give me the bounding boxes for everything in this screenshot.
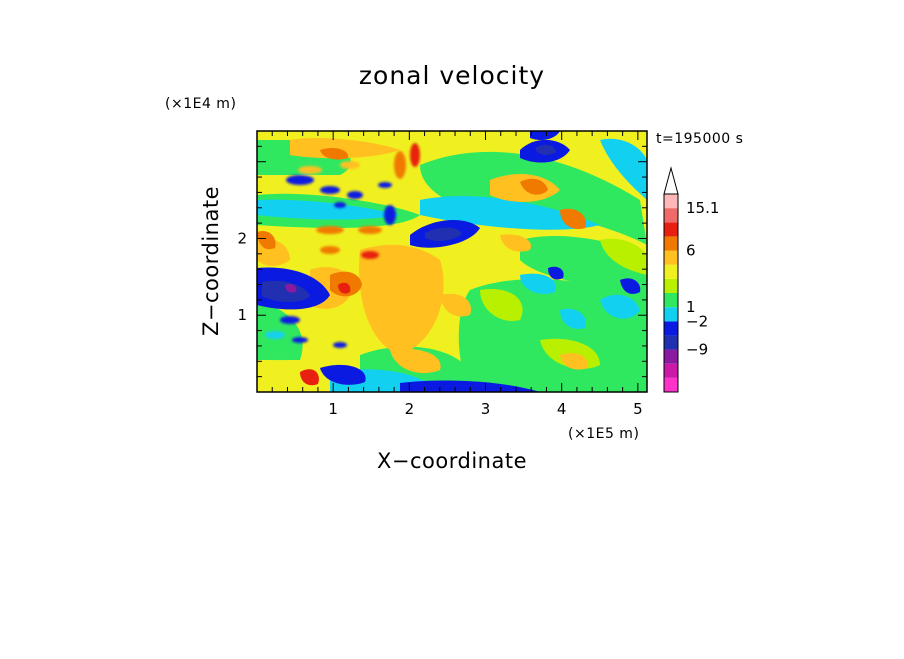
heatmap-field [257, 131, 647, 392]
colorbar-swatch [664, 307, 678, 322]
x-axis-title: X−coordinate [377, 449, 527, 473]
colorbar-label: 6 [686, 242, 696, 260]
colorbar-swatch [664, 363, 678, 378]
chart-title: zonal velocity [359, 61, 545, 90]
colorbar-swatch [664, 321, 678, 336]
colorbar-swatch [664, 335, 678, 350]
x-tick-label: 1 [328, 400, 338, 418]
y-axis-title: Z−coordinate [199, 186, 223, 336]
colorbar [663, 166, 679, 393]
colorbar-label: 1 [686, 298, 696, 316]
colorbar-label: 15.1 [686, 199, 719, 217]
x-scale-label: (×1E5 m) [568, 426, 639, 442]
colorbar-swatch [664, 236, 678, 251]
colorbar-label: −2 [686, 312, 708, 330]
wave-stripes [265, 143, 420, 359]
x-tick-label: 2 [405, 400, 415, 418]
plot-frame [256, 130, 648, 393]
colorbar-swatch [664, 250, 678, 265]
colorbar-swatch [664, 349, 678, 364]
x-axis-ticks: 1 2 3 4 5 [271, 131, 643, 418]
colorbar-swatch [664, 194, 678, 209]
colorbar-swatch [664, 278, 678, 293]
contour-blobs [257, 131, 647, 392]
x-tick-label: 5 [633, 400, 643, 418]
colorbar-swatch [664, 293, 678, 308]
colorbar-swatch [664, 222, 678, 237]
colorbar-swatch [664, 377, 678, 392]
y-scale-label: (×1E4 m) [165, 96, 236, 112]
colorbar-labels: 15.1 6 1−2 −9 [686, 199, 719, 358]
colorbar-extend-arrow [663, 166, 679, 195]
colorbar-swatch [664, 264, 678, 279]
colorbar-label: −9 [686, 341, 708, 359]
y-tick-label: 2 [237, 229, 247, 247]
x-tick-label: 4 [557, 400, 567, 418]
time-label: t=195000 s [656, 131, 743, 147]
y-axis-ticks: 12 [237, 130, 647, 378]
colorbar-swatch [664, 208, 678, 223]
y-tick-label: 1 [237, 306, 247, 324]
x-tick-label: 3 [481, 400, 491, 418]
